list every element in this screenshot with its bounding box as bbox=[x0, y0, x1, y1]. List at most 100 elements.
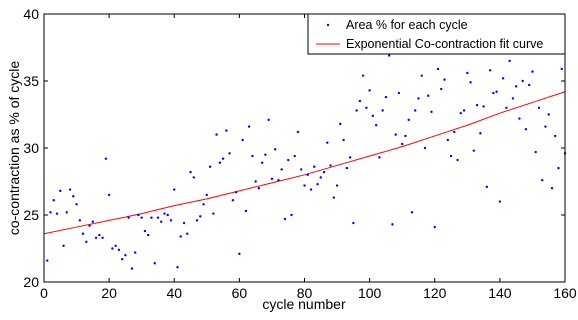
data-point bbox=[427, 94, 430, 97]
data-point bbox=[326, 141, 329, 144]
y-axis-label: co-contraction as % of cycle bbox=[6, 61, 22, 236]
y-axis-ticks: 20 25 30 35 40 bbox=[23, 6, 565, 290]
data-point bbox=[208, 165, 212, 168]
data-point bbox=[153, 262, 156, 265]
data-point bbox=[348, 156, 352, 159]
data-point bbox=[544, 125, 547, 128]
data-point bbox=[466, 71, 469, 75]
data-point bbox=[313, 165, 316, 168]
data-point bbox=[202, 203, 205, 206]
data-point bbox=[218, 161, 222, 164]
data-point bbox=[81, 232, 85, 235]
data-point bbox=[423, 146, 427, 150]
data-point bbox=[228, 152, 231, 155]
data-point bbox=[270, 177, 274, 181]
data-point bbox=[225, 129, 228, 132]
data-point bbox=[488, 69, 492, 72]
data-point bbox=[49, 211, 52, 214]
data-point bbox=[247, 125, 251, 128]
data-point bbox=[104, 157, 108, 160]
data-point bbox=[358, 99, 362, 103]
data-point bbox=[397, 91, 401, 95]
data-point bbox=[287, 158, 290, 162]
data-points-layer bbox=[46, 54, 567, 270]
data-point bbox=[505, 106, 508, 110]
data-point bbox=[410, 211, 414, 214]
data-point bbox=[462, 109, 466, 112]
data-point bbox=[290, 213, 293, 217]
data-point bbox=[446, 138, 449, 142]
data-point bbox=[231, 199, 235, 202]
data-point bbox=[492, 91, 495, 95]
data-point bbox=[534, 150, 537, 154]
data-point bbox=[238, 252, 241, 256]
data-point bbox=[557, 166, 560, 170]
data-point bbox=[212, 212, 215, 215]
data-point bbox=[160, 220, 163, 223]
data-point bbox=[501, 77, 505, 80]
data-point bbox=[173, 188, 176, 191]
data-point bbox=[260, 161, 264, 164]
legend: Area % for each cycle Exponential Co-con… bbox=[307, 13, 566, 55]
data-point bbox=[381, 109, 384, 112]
data-point bbox=[482, 105, 485, 108]
data-point bbox=[420, 74, 423, 77]
data-point bbox=[257, 187, 261, 190]
data-point bbox=[322, 170, 326, 174]
data-point bbox=[342, 138, 345, 142]
data-point bbox=[339, 122, 342, 126]
data-point bbox=[511, 97, 515, 100]
data-point bbox=[221, 157, 225, 160]
x-axis-ticks: 0 20 40 60 80 100 120 140 160 bbox=[40, 14, 577, 301]
data-point bbox=[498, 200, 502, 203]
legend-label-points: Area % for each cycle bbox=[346, 18, 468, 32]
data-point bbox=[241, 138, 244, 142]
data-point bbox=[296, 130, 300, 134]
data-point bbox=[469, 81, 472, 84]
data-point bbox=[186, 232, 189, 235]
data-point bbox=[472, 149, 476, 152]
data-point bbox=[417, 97, 420, 100]
x-tick-label: 60 bbox=[232, 285, 248, 301]
data-point bbox=[560, 67, 563, 71]
data-point bbox=[72, 195, 75, 198]
data-point bbox=[199, 215, 202, 218]
data-point bbox=[85, 240, 88, 243]
data-point bbox=[355, 109, 358, 112]
data-point bbox=[400, 142, 404, 146]
y-tick-label: 20 bbox=[23, 274, 39, 290]
data-point bbox=[101, 236, 104, 239]
data-point bbox=[195, 219, 199, 222]
data-point bbox=[156, 216, 160, 219]
data-point bbox=[251, 154, 254, 158]
data-point bbox=[414, 109, 417, 112]
x-tick-label: 20 bbox=[101, 285, 117, 301]
data-point bbox=[479, 132, 482, 135]
data-point bbox=[130, 267, 134, 270]
data-point bbox=[147, 233, 150, 237]
y-tick-label: 25 bbox=[23, 207, 39, 223]
data-point bbox=[394, 133, 397, 136]
data-point bbox=[550, 187, 554, 190]
data-point bbox=[524, 128, 528, 131]
data-point bbox=[368, 89, 371, 92]
y-tick-label: 35 bbox=[23, 73, 39, 89]
data-point bbox=[332, 196, 336, 199]
x-tick-label: 100 bbox=[358, 285, 382, 301]
data-point bbox=[329, 164, 332, 167]
data-point bbox=[192, 176, 195, 179]
data-point bbox=[215, 133, 218, 136]
data-point bbox=[391, 223, 394, 226]
data-point bbox=[547, 113, 550, 116]
data-point bbox=[52, 199, 55, 202]
data-point bbox=[88, 224, 91, 227]
data-point bbox=[189, 170, 192, 174]
data-point bbox=[234, 191, 238, 194]
data-point bbox=[345, 166, 349, 170]
data-point bbox=[316, 182, 319, 186]
data-point bbox=[75, 203, 78, 206]
data-point bbox=[449, 154, 453, 158]
x-tick-label: 120 bbox=[423, 285, 447, 301]
data-point bbox=[475, 103, 479, 107]
data-point bbox=[98, 233, 101, 237]
